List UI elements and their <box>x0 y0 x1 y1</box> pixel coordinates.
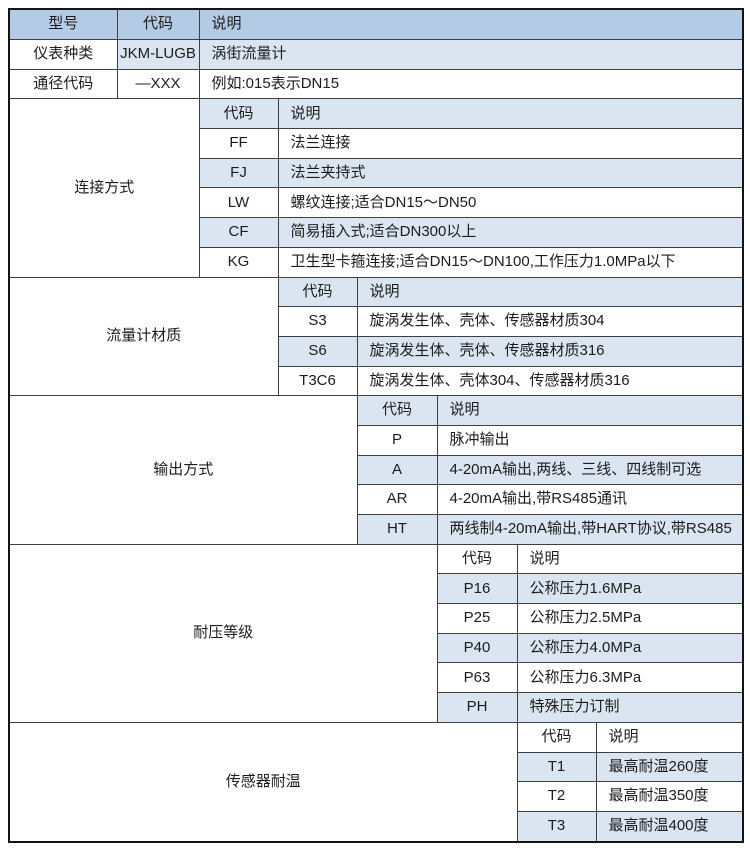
subheader-code: 代码 <box>516 721 597 753</box>
table-row: T3C6 旋涡发生体、壳体304、传感器材质316 <box>9 365 744 397</box>
code-cell: S6 <box>277 335 358 367</box>
table-row: P63 公称压力6.3MPa <box>9 662 744 694</box>
row-label-diameter-code: 通径代码 <box>8 68 118 100</box>
desc-cell: 公称压力1.6MPa <box>516 573 744 605</box>
table-row: P40 公称压力4.0MPa <box>9 632 744 664</box>
subheader-desc: 说明 <box>516 543 744 575</box>
code-cell: KG <box>198 246 279 278</box>
code-cell: JKM-LUGB <box>116 39 200 70</box>
table-row: P25 公称压力2.5MPa <box>9 603 744 634</box>
section-label-temperature: 传感器耐温 <box>8 721 518 843</box>
code-cell: P63 <box>436 662 518 694</box>
subheader-code: 代码 <box>356 395 438 426</box>
table-row: HT 两线制4-20mA输出,带HART协议,带RS485 <box>9 514 744 545</box>
code-cell: P40 <box>436 632 518 664</box>
subheader-code: 代码 <box>198 98 279 130</box>
code-cell: PH <box>436 692 518 723</box>
code-cell: T3 <box>516 810 597 843</box>
subheader-code: 代码 <box>277 276 358 308</box>
desc-cell: 最高耐温400度 <box>595 810 744 843</box>
code-cell: LW <box>198 187 279 219</box>
code-cell: HT <box>356 514 438 545</box>
header-cell-model: 型号 <box>8 8 118 41</box>
code-cell: T2 <box>516 781 597 812</box>
table-row: 通径代码 —XXX 例如:015表示DN15 <box>8 68 744 100</box>
table-row: LW 螺纹连接;适合DN15～DN50 <box>9 187 744 219</box>
code-cell: A <box>356 454 438 486</box>
code-cell: FF <box>198 128 279 159</box>
desc-cell: 公称压力6.3MPa <box>516 662 744 694</box>
section-subheader-row: 输出方式 代码 说明 <box>8 395 744 545</box>
row-label-instrument-type: 仪表种类 <box>8 39 118 70</box>
table-header-row: 型号 代码 说明 <box>8 8 744 41</box>
desc-cell: 涡街流量计 <box>198 39 744 70</box>
header-cell-code: 代码 <box>116 8 200 41</box>
desc-cell: 两线制4-20mA输出,带HART协议,带RS485 <box>436 514 744 545</box>
desc-cell: 公称压力2.5MPa <box>516 603 744 634</box>
desc-cell: 旋涡发生体、壳体304、传感器材质316 <box>356 365 744 397</box>
table-row: T2 最高耐温350度 <box>9 781 744 812</box>
section-label-pressure: 耐压等级 <box>8 543 438 723</box>
section-subheader-row: 传感器耐温 代码 说明 <box>8 721 744 843</box>
desc-cell: 4-20mA输出,两线、三线、四线制可选 <box>436 454 744 486</box>
section-label-connection: 连接方式 <box>8 98 200 278</box>
table-row: A 4-20mA输出,两线、三线、四线制可选 <box>9 454 744 486</box>
desc-cell: 脉冲输出 <box>436 424 744 456</box>
table-row: 仪表种类 JKM-LUGB 涡街流量计 <box>8 39 744 70</box>
section-label-material: 流量计材质 <box>8 276 279 397</box>
desc-cell: 4-20mA输出,带RS485通讯 <box>436 484 744 516</box>
table-row: P 脉冲输出 <box>9 424 744 456</box>
code-cell: T3C6 <box>277 365 358 397</box>
code-cell: T1 <box>516 751 597 783</box>
code-cell: S3 <box>277 306 358 337</box>
table-row: S6 旋涡发生体、壳体、传感器材质316 <box>9 335 744 367</box>
subheader-desc: 说明 <box>436 395 744 426</box>
table-row: FJ 法兰夹持式 <box>9 157 744 189</box>
desc-cell: 简易插入式;适合DN300以上 <box>277 217 744 248</box>
model-selection-table: 型号 代码 说明 仪表种类 JKM-LUGB 涡街流量计 通径代码 —XXX 例… <box>8 8 745 843</box>
code-cell: P <box>356 424 438 456</box>
table-row: T3 最高耐温400度 <box>9 810 744 843</box>
desc-cell: 公称压力4.0MPa <box>516 632 744 664</box>
desc-cell: 卫生型卡箍连接;适合DN15～DN100,工作压力1.0MPa以下 <box>277 246 744 278</box>
desc-cell: 最高耐温350度 <box>595 781 744 812</box>
desc-cell: 最高耐温260度 <box>595 751 744 783</box>
header-cell-desc: 说明 <box>198 8 744 41</box>
code-cell: —XXX <box>116 68 200 100</box>
table-row: P16 公称压力1.6MPa <box>9 573 744 605</box>
subheader-desc: 说明 <box>356 276 744 308</box>
desc-cell: 旋涡发生体、壳体、传感器材质316 <box>356 335 744 367</box>
desc-cell: 螺纹连接;适合DN15～DN50 <box>277 187 744 219</box>
desc-cell: 法兰连接 <box>277 128 744 159</box>
desc-cell: 旋涡发生体、壳体、传感器材质304 <box>356 306 744 337</box>
section-subheader-row: 连接方式 代码 说明 <box>8 98 744 278</box>
desc-cell: 法兰夹持式 <box>277 157 744 189</box>
desc-cell: 例如:015表示DN15 <box>198 68 744 100</box>
table-row: FF 法兰连接 <box>9 128 744 159</box>
code-cell: FJ <box>198 157 279 189</box>
code-cell: CF <box>198 217 279 248</box>
subheader-code: 代码 <box>436 543 518 575</box>
section-subheader-row: 流量计材质 代码 说明 <box>8 276 744 397</box>
code-cell: P16 <box>436 573 518 605</box>
code-cell: P25 <box>436 603 518 634</box>
table-row: PH 特殊压力订制 <box>9 692 744 723</box>
table-row: CF 简易插入式;适合DN300以上 <box>9 217 744 248</box>
table-row: AR 4-20mA输出,带RS485通讯 <box>9 484 744 516</box>
table-row: T1 最高耐温260度 <box>9 751 744 783</box>
code-cell: AR <box>356 484 438 516</box>
section-label-output: 输出方式 <box>8 395 358 545</box>
subheader-desc: 说明 <box>277 98 744 130</box>
subheader-desc: 说明 <box>595 721 744 753</box>
desc-cell: 特殊压力订制 <box>516 692 744 723</box>
table-row: KG 卫生型卡箍连接;适合DN15～DN100,工作压力1.0MPa以下 <box>9 246 744 278</box>
section-subheader-row: 耐压等级 代码 说明 <box>8 543 744 723</box>
